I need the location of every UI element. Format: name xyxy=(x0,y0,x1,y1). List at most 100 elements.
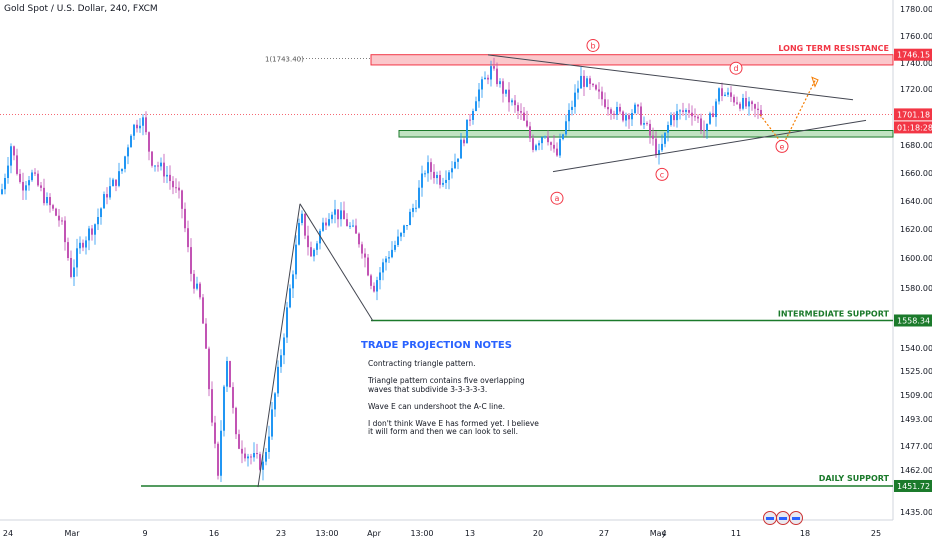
candle-body xyxy=(469,119,471,121)
candle-body xyxy=(502,81,504,94)
us-flag-event-icon[interactable] xyxy=(763,511,777,525)
candle-body xyxy=(202,297,204,324)
y-tick-label: 1477.00 xyxy=(900,442,932,451)
candle-body xyxy=(649,123,651,136)
candle-body xyxy=(112,179,114,187)
candle-body xyxy=(637,104,639,107)
candle-body xyxy=(757,108,759,110)
candle-body xyxy=(571,106,573,110)
candle-body xyxy=(334,209,336,215)
y-tick-label: 1680.00 xyxy=(900,141,932,150)
x-tick-label: 13:00 xyxy=(410,529,433,538)
x-tick-label: 13 xyxy=(465,529,475,538)
candle-body xyxy=(388,257,390,259)
candle-body xyxy=(481,79,483,90)
candle-body xyxy=(229,361,231,388)
candle-body xyxy=(679,110,681,112)
y-tick-label: 1720.00 xyxy=(900,85,932,94)
candle-body xyxy=(760,109,762,116)
candle-body xyxy=(664,132,666,144)
candle-body xyxy=(403,225,405,233)
candle-body xyxy=(247,456,249,459)
candle-body xyxy=(19,173,21,182)
candle-body xyxy=(475,101,477,112)
candle-body xyxy=(379,272,381,281)
current-price-tag-bg xyxy=(894,108,932,121)
candle-body xyxy=(322,222,324,231)
candle-body xyxy=(535,145,537,150)
candle-body xyxy=(724,94,726,96)
candle-body xyxy=(484,77,486,80)
candle-body xyxy=(682,110,684,112)
candle-body xyxy=(226,361,228,387)
candle-body xyxy=(352,225,354,227)
candle-body xyxy=(472,111,474,120)
candle-body xyxy=(211,389,213,423)
candle-body xyxy=(52,205,54,209)
y-tick-label: 1435.00 xyxy=(900,508,932,517)
candle-body xyxy=(61,220,63,222)
y-tick-label: 1760.00 xyxy=(900,32,932,41)
candle-body xyxy=(439,175,441,185)
candle-body xyxy=(625,115,627,121)
candle-body xyxy=(586,78,588,87)
candle-body xyxy=(691,112,693,117)
candle-body xyxy=(136,124,138,129)
x-tick-label: 23 xyxy=(276,529,286,538)
candle-body xyxy=(100,208,102,218)
candle-body xyxy=(376,280,378,292)
candle-body xyxy=(451,168,453,173)
candle-body xyxy=(373,285,375,292)
candle-body xyxy=(622,111,624,121)
us-flag-event-icon[interactable] xyxy=(789,511,803,525)
x-tick-label: 16 xyxy=(209,529,219,538)
candle-body xyxy=(244,453,246,459)
candle-body xyxy=(205,323,207,349)
candle-body xyxy=(598,89,600,92)
candle-body xyxy=(736,102,738,104)
candle-body xyxy=(466,119,468,144)
candle-body xyxy=(421,173,423,188)
candle-body xyxy=(22,181,24,191)
us-flag-event-icon[interactable] xyxy=(776,511,790,525)
candle-body xyxy=(163,162,165,177)
candle-body xyxy=(520,111,522,113)
y-tick-label: 1540.00 xyxy=(900,344,932,353)
wave-c-label: c xyxy=(660,170,664,179)
candle-body xyxy=(733,96,735,103)
candle-body xyxy=(532,138,534,150)
candle-body xyxy=(16,155,18,174)
candle-body xyxy=(40,185,42,188)
candle-body xyxy=(145,117,147,133)
candle-body xyxy=(559,139,561,156)
intermediate-support-price-tag-bg xyxy=(894,314,932,327)
candle-body xyxy=(643,123,645,125)
candle-body xyxy=(97,217,99,225)
wave-e-label: e xyxy=(780,142,785,151)
candle-body xyxy=(436,175,438,179)
candle-body xyxy=(49,197,51,206)
candle-body xyxy=(259,454,261,470)
x-tick-label: 11 xyxy=(731,529,741,538)
y-tick-label: 1509.00 xyxy=(900,391,932,400)
candle-body xyxy=(499,81,501,85)
candle-body xyxy=(46,197,48,204)
candle-body xyxy=(301,213,303,223)
resistance-label: LONG TERM RESISTANCE xyxy=(778,44,889,53)
candle-body xyxy=(673,115,675,121)
candle-body xyxy=(607,107,609,110)
candle-body xyxy=(262,461,264,470)
candle-body xyxy=(139,125,141,129)
candle-body xyxy=(331,214,333,220)
candle-body xyxy=(238,434,240,449)
candle-body xyxy=(460,139,462,159)
candle-body xyxy=(391,249,393,258)
candle-body xyxy=(595,85,597,90)
y-tick-label: 1780.00 xyxy=(900,5,932,14)
candle-body xyxy=(415,207,417,209)
candle-body xyxy=(295,244,297,275)
candle-body xyxy=(703,129,705,131)
candle-body xyxy=(547,136,549,143)
candle-body xyxy=(175,187,177,189)
